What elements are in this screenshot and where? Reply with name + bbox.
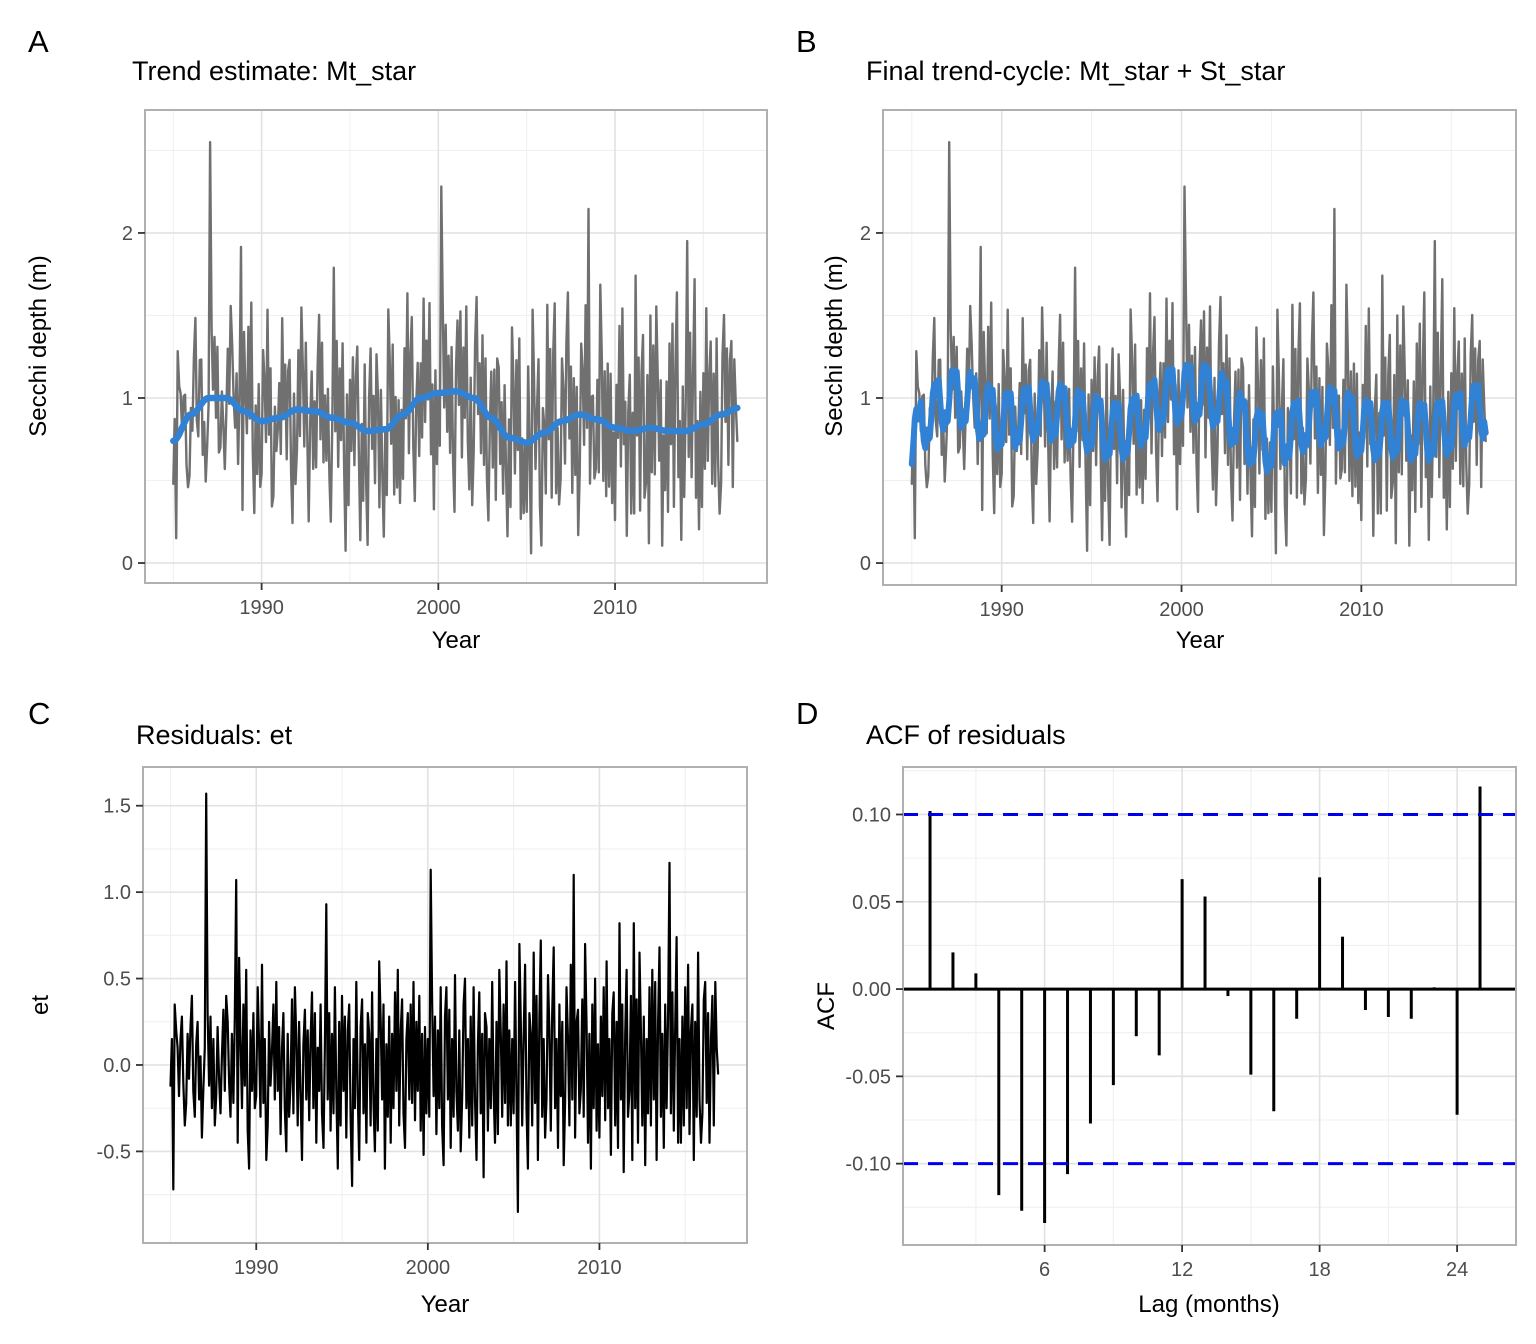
y-tick-label: 1.5 [103, 796, 131, 818]
panel-d-x-axis-title: Lag (months) [1138, 1291, 1279, 1318]
panel-b-canvas [883, 110, 1516, 585]
panel-d-title: ACF of residuals [866, 720, 1066, 750]
y-tick-label: 1.0 [103, 882, 131, 904]
series-observed [172, 141, 739, 555]
panel-a-y-axis-title: Secchi depth (m) [25, 255, 52, 436]
panel-b-plot: Year Secchi depth (m) 1990 2000 2010 0 1 2 [821, 109, 1517, 654]
y-tick-label: 0 [122, 553, 133, 575]
x-tick-label: 24 [1446, 1259, 1468, 1281]
x-tick-label: 12 [1171, 1259, 1193, 1281]
panel-border [882, 109, 1517, 586]
panel-c-y-axis-title: et [27, 995, 54, 1015]
y-tick-label: 1 [860, 388, 871, 410]
x-tick-label: 2000 [416, 597, 461, 619]
panel-d: D ACF of residuals Lag (months) ACF 6 12 1… [768, 672, 1536, 1344]
panel-c-canvas [143, 767, 747, 1243]
y-tick-label: 0.10 [852, 804, 891, 826]
panel-border [144, 109, 768, 584]
series-observed [910, 141, 1487, 555]
x-tick-label: 1990 [234, 1257, 279, 1279]
panel-d-tag: D [796, 696, 819, 731]
series-trend-cycle [908, 361, 1489, 475]
y-tick-label: -0.5 [97, 1141, 131, 1163]
panel-b-x-axis-title: Year [1176, 627, 1225, 654]
y-tick-label: 2 [860, 223, 871, 245]
panel-border [902, 766, 1517, 1246]
x-tick-label: 2010 [1339, 599, 1384, 621]
y-tick-label: 0.0 [103, 1055, 131, 1077]
panel-b: B Final trend-cycle: Mt_star + St_star Y… [768, 0, 1536, 672]
axis-ticks: 1990 2000 2010 -0.5 0.0 0.5 1.0 1.5 [97, 796, 622, 1279]
x-tick-label: 2010 [593, 597, 638, 619]
series-trend-mt-star [170, 388, 741, 446]
y-tick-label: 1 [122, 388, 133, 410]
panel-b-title: Final trend-cycle: Mt_star + St_star [866, 56, 1286, 86]
axis-ticks: 6 12 18 24 -0.10 -0.05 0.00 0.05 0.10 [845, 804, 1468, 1281]
grid-minor [903, 767, 1516, 1245]
panel-a: A Trend estimate: Mt_star Year Secchi de… [0, 0, 768, 672]
y-tick-label: -0.10 [845, 1154, 891, 1176]
panel-a-plot: Year Secchi depth (m) 1990 2000 2010 0 1 2 [25, 109, 768, 654]
x-tick-label: 6 [1039, 1259, 1050, 1281]
panel-d-y-axis-title: ACF [813, 982, 840, 1030]
panel-c: C Residuals: et Year et 1990 2000 2010 -0.5… [0, 672, 768, 1344]
panel-c-plot: Year et 1990 2000 2010 -0.5 0.0 0.5 1.0 1.5 [27, 766, 748, 1318]
grid-minor [883, 110, 1516, 585]
y-tick-label: 0.5 [103, 969, 131, 991]
axis-ticks: 1990 2000 2010 0 1 2 [860, 223, 1384, 621]
panel-border [142, 766, 748, 1244]
y-tick-label: 2 [122, 223, 133, 245]
axis-ticks: 1990 2000 2010 0 1 2 [122, 223, 637, 619]
x-tick-label: 1990 [979, 599, 1024, 621]
panel-a-tag: A [28, 24, 49, 59]
y-tick-label: 0 [860, 553, 871, 575]
panel-a-canvas [145, 110, 767, 583]
panel-c-title: Residuals: et [136, 720, 293, 750]
panel-a-title: Trend estimate: Mt_star [132, 56, 417, 86]
panel-d-plot: Lag (months) ACF 6 12 18 24 -0.10 -0.05 0.00 0.… [813, 766, 1517, 1318]
panel-d-canvas [903, 767, 1516, 1245]
panel-b-y-axis-title: Secchi depth (m) [821, 255, 848, 436]
panel-c-tag: C [28, 696, 51, 731]
series-residuals [169, 792, 720, 1213]
panel-background [903, 767, 1516, 1245]
x-tick-label: 2000 [406, 1257, 451, 1279]
x-tick-label: 1990 [239, 597, 284, 619]
x-tick-label: 2010 [577, 1257, 622, 1279]
y-tick-label: 0.05 [852, 892, 891, 914]
panel-c-x-axis-title: Year [421, 1291, 470, 1318]
x-tick-label: 2000 [1159, 599, 1204, 621]
acf-bars [928, 786, 1482, 1224]
y-tick-label: -0.05 [845, 1066, 891, 1088]
panel-a-x-axis-title: Year [432, 627, 481, 654]
panel-b-tag: B [796, 24, 817, 59]
y-tick-label: 0.00 [852, 979, 891, 1001]
x-tick-label: 18 [1308, 1259, 1330, 1281]
